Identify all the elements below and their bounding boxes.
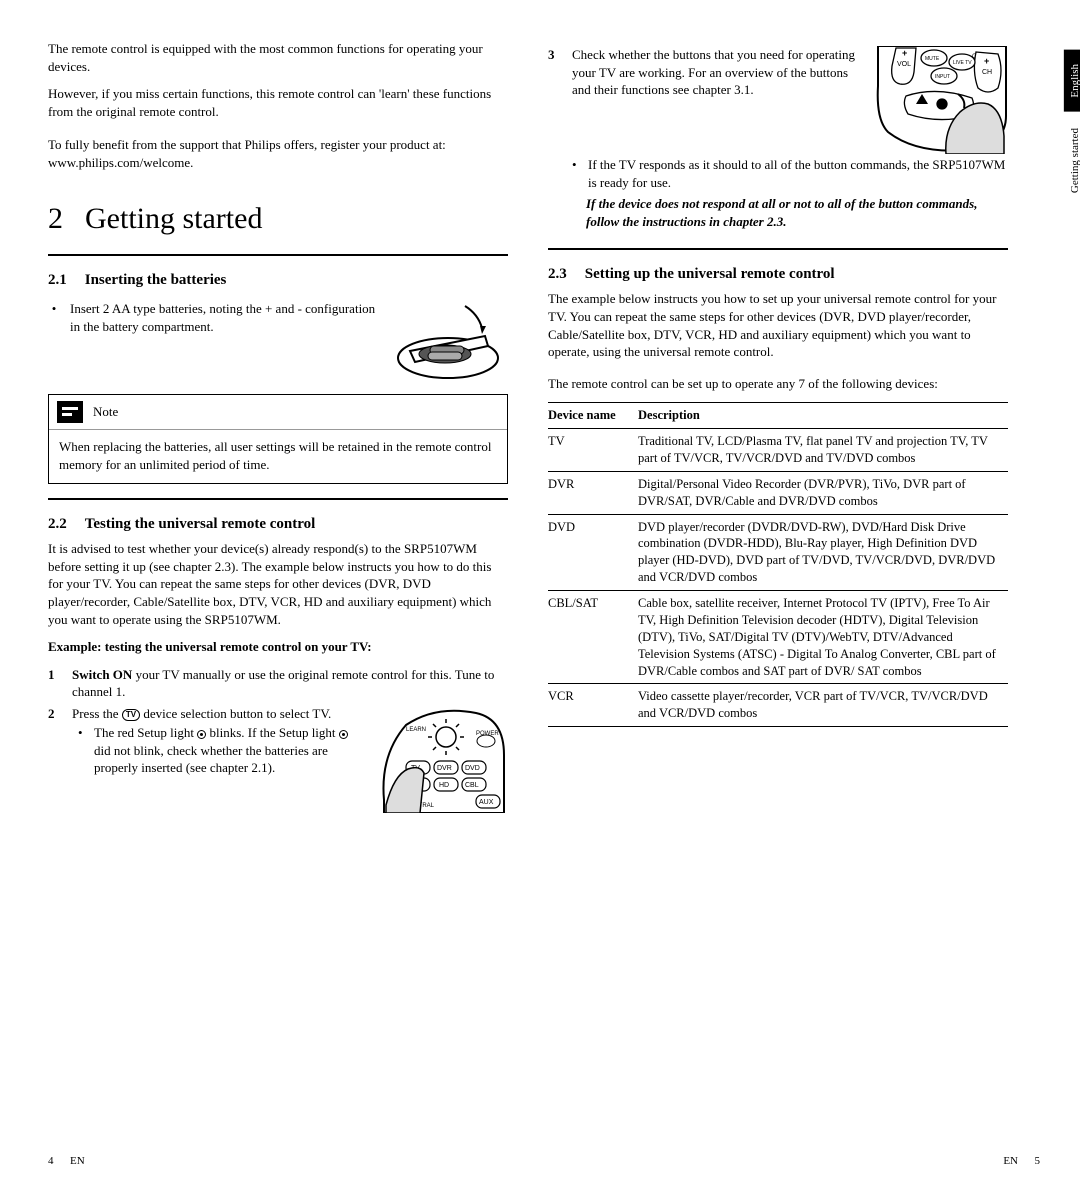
step-2-text-a: Press the xyxy=(72,706,122,721)
step-1-rest: your TV manually or use the original rem… xyxy=(72,667,494,700)
footer-right-lang: EN xyxy=(1003,1155,1018,1167)
svg-text:LEARN: LEARN xyxy=(406,727,426,733)
svg-text:AUX: AUX xyxy=(479,799,494,806)
svg-text:VOL: VOL xyxy=(897,61,911,68)
footer-left: 4 EN xyxy=(48,1154,85,1169)
intro-url: www.philips.com/welcome. xyxy=(48,155,193,170)
step-2: 2 Press the TV device selection button t… xyxy=(48,705,508,813)
setup-light-glyph-1 xyxy=(197,730,206,739)
page-right: 3 Check whether the buttons that you nee… xyxy=(548,40,1008,819)
device-name-cell: VCR xyxy=(548,684,638,727)
svg-text:+: + xyxy=(984,56,989,66)
chapter-title: Getting started xyxy=(85,199,262,240)
footer-right-num: 5 xyxy=(1035,1155,1041,1167)
rule-after-chapter xyxy=(48,254,508,256)
svg-text:HD: HD xyxy=(439,782,449,789)
svg-text:CH: CH xyxy=(982,69,992,76)
step2-sub-a: The red Setup light xyxy=(94,725,197,740)
footer-left-num: 4 xyxy=(48,1155,54,1167)
section-2-3-heading: 2.3 Setting up the universal remote cont… xyxy=(548,264,1008,284)
tab-english: English xyxy=(1064,50,1080,112)
device-table: Device name Description TVTraditional TV… xyxy=(548,402,1008,727)
step-2-text-b: device selection button to select TV. xyxy=(143,706,331,721)
svg-text:LIVE TV: LIVE TV xyxy=(953,60,972,66)
note-box: Note When replacing the batteries, all u… xyxy=(48,394,508,484)
figure-remote-buttons: LEARN POWER TV DVR DVD DTV HD CBL xyxy=(376,705,508,813)
th-device-name: Device name xyxy=(548,403,638,429)
setup-light-glyph-2 xyxy=(339,730,348,739)
section-2-1-heading: 2.1 Inserting the batteries xyxy=(48,270,508,290)
step-1-num: 1 xyxy=(48,666,62,701)
svg-text:MUTE: MUTE xyxy=(925,56,940,62)
step-2-sub: The red Setup light blinks. If the Setup… xyxy=(94,724,366,777)
step-3-num: 3 xyxy=(548,46,562,230)
figure-battery xyxy=(390,296,508,384)
section-2-1-num: 2.1 xyxy=(48,270,67,290)
step-3: 3 Check whether the buttons that you nee… xyxy=(548,46,1008,230)
bullet-dot: • xyxy=(48,300,60,335)
step3-sub-dot: • xyxy=(572,156,580,191)
svg-text:DVR: DVR xyxy=(437,765,452,772)
device-name-cell: CBL/SAT xyxy=(548,591,638,684)
sub-bullet-dot: • xyxy=(78,724,86,777)
intro-p1: The remote control is equipped with the … xyxy=(48,40,508,75)
step2-sub-b: blinks. If the Setup light xyxy=(210,725,339,740)
footer-right: EN 5 xyxy=(1003,1154,1040,1169)
svg-text:CBL: CBL xyxy=(465,782,479,789)
step-3-text: Check whether the buttons that you need … xyxy=(572,46,866,99)
table-row: CBL/SATCable box, satellite receiver, In… xyxy=(548,591,1008,684)
step-2-num: 2 xyxy=(48,705,62,813)
step-3-sub: If the TV responds as it should to all o… xyxy=(588,156,1008,191)
note-label: Note xyxy=(93,403,118,421)
th-description: Description xyxy=(638,403,1008,429)
device-name-cell: DVR xyxy=(548,471,638,514)
svg-text:+: + xyxy=(902,48,907,58)
device-desc-cell: Digital/Personal Video Recorder (DVR/PVR… xyxy=(638,471,1008,514)
s23-p2: The remote control can be set up to oper… xyxy=(548,375,1008,393)
note-icon xyxy=(57,401,83,423)
chapter-num: 2 xyxy=(48,199,63,240)
step2-sub-c: did not blink, check whether the batteri… xyxy=(94,743,328,776)
intro-p3-text: To fully benefit from the support that P… xyxy=(48,137,446,152)
section-2-2-heading: 2.2 Testing the universal remote control xyxy=(48,514,508,534)
table-row: DVDDVD player/recorder (DVDR/DVD-RW), DV… xyxy=(548,514,1008,591)
svg-text:INPUT: INPUT xyxy=(935,74,950,80)
device-name-cell: DVD xyxy=(548,514,638,591)
section-2-2-title: Testing the universal remote control xyxy=(85,514,316,534)
s22-intro: It is advised to test whether your devic… xyxy=(48,540,508,628)
section-2-3-title: Setting up the universal remote control xyxy=(585,264,835,284)
note-body: When replacing the batteries, all user s… xyxy=(49,429,507,483)
tv-button-glyph: TV xyxy=(122,709,140,721)
side-tabs: English Getting started xyxy=(1064,50,1080,203)
table-row: VCRVideo cassette player/recorder, VCR p… xyxy=(548,684,1008,727)
chapter-heading: 2 Getting started xyxy=(48,199,508,240)
s22-example-label: Example: testing the universal remote co… xyxy=(48,638,508,656)
intro-p3: To fully benefit from the support that P… xyxy=(48,136,508,171)
table-row: TVTraditional TV, LCD/Plasma TV, flat pa… xyxy=(548,429,1008,472)
intro-p2: However, if you miss certain functions, … xyxy=(48,85,508,120)
figure-remote-thumb: CLEAR VOL + CH + MUTE LIVE TV xyxy=(876,46,1008,154)
page-left: The remote control is equipped with the … xyxy=(48,40,508,819)
device-desc-cell: Cable box, satellite receiver, Internet … xyxy=(638,591,1008,684)
device-name-cell: TV xyxy=(548,429,638,472)
tab-getting-started: Getting started xyxy=(1064,118,1080,203)
rule-before-22 xyxy=(48,498,508,500)
step-1: 1 Switch ON your TV manually or use the … xyxy=(48,666,508,701)
footer-left-lang: EN xyxy=(70,1155,85,1167)
step-3-italic: If the device does not respond at all or… xyxy=(572,195,1008,230)
table-row: DVRDigital/Personal Video Recorder (DVR/… xyxy=(548,471,1008,514)
s23-p1: The example below instructs you how to s… xyxy=(548,290,1008,360)
device-desc-cell: Traditional TV, LCD/Plasma TV, flat pane… xyxy=(638,429,1008,472)
section-2-1-title: Inserting the batteries xyxy=(85,270,227,290)
s21-bullet-text: Insert 2 AA type batteries, noting the +… xyxy=(70,300,380,335)
device-desc-cell: DVD player/recorder (DVDR/DVD-RW), DVD/H… xyxy=(638,514,1008,591)
section-2-3-num: 2.3 xyxy=(548,264,567,284)
step-1-strong: Switch ON xyxy=(72,667,132,682)
svg-text:DVD: DVD xyxy=(465,765,480,772)
section-2-2-num: 2.2 xyxy=(48,514,67,534)
rule-before-23 xyxy=(548,248,1008,250)
device-desc-cell: Video cassette player/recorder, VCR part… xyxy=(638,684,1008,727)
